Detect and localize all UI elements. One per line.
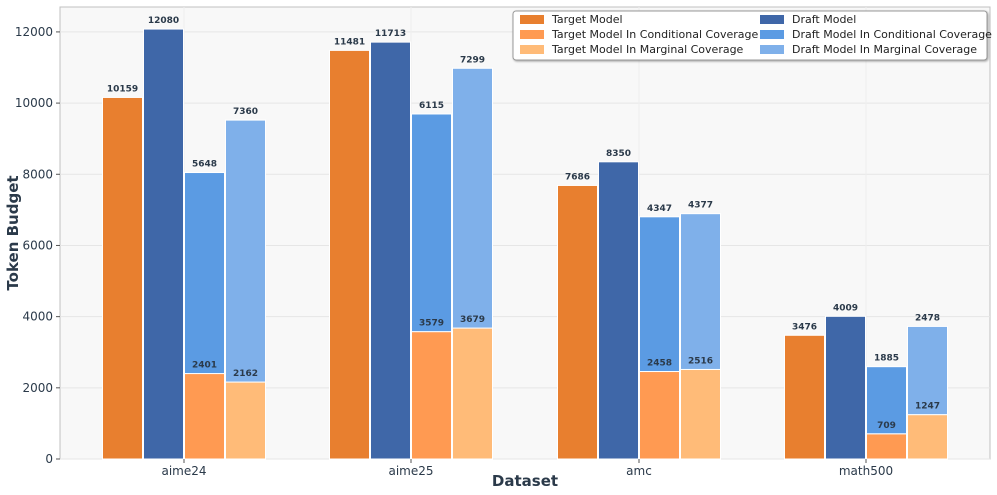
legend-label: Target Model In Marginal Coverage	[551, 43, 744, 56]
bar-label-target-model: 10159	[107, 84, 138, 94]
legend-swatch	[520, 30, 544, 39]
bar-label-draft-marginal: 2478	[915, 313, 940, 323]
x-axis-title: Dataset	[492, 472, 558, 490]
y-tick-label: 12000	[15, 25, 53, 39]
x-tick-label: aime24	[161, 464, 206, 478]
legend-swatch	[760, 30, 784, 39]
bar-label-target-marginal: 2162	[233, 369, 258, 379]
legend-item-draft-model: Draft Model	[760, 13, 856, 26]
legend-label: Target Model In Conditional Coverage	[551, 28, 758, 41]
bar-draft-model	[598, 161, 639, 460]
legend-item-draft-conditional: Draft Model In Conditional Coverage	[760, 28, 992, 41]
bar-target-model	[784, 334, 825, 460]
bar-label-target-model: 3476	[792, 322, 817, 332]
bar-target-model	[329, 49, 370, 460]
y-axis: 0 2000 4000 6000 8000 10000 12000	[15, 25, 60, 466]
bar-target-conditional	[639, 371, 680, 460]
y-tick-label: 6000	[22, 238, 53, 252]
bar-draft-model	[370, 41, 411, 460]
bar-draft-marginal	[452, 67, 493, 329]
y-tick-label: 8000	[22, 167, 53, 181]
legend-item-target-conditional: Target Model In Conditional Coverage	[520, 28, 758, 41]
y-tick-label: 4000	[22, 310, 53, 324]
bar-draft-conditional	[866, 366, 907, 435]
bar-target-marginal	[225, 381, 266, 460]
bar-draft-conditional	[411, 113, 452, 333]
bar-target-marginal	[452, 327, 493, 460]
legend-swatch	[760, 45, 784, 54]
bars	[102, 28, 948, 460]
legend-swatch	[760, 15, 784, 24]
bar-label-draft-marginal: 4377	[688, 201, 713, 211]
legend-label: Draft Model In Conditional Coverage	[792, 28, 992, 41]
legend-label: Draft Model	[792, 13, 856, 26]
bar-label-target-conditional: 709	[877, 421, 896, 431]
bar-draft-marginal	[225, 119, 266, 383]
x-axis: aime24 aime25 amc math500	[161, 459, 893, 478]
y-axis-title: Token Budget	[4, 175, 22, 290]
bar-label-draft-marginal: 7299	[460, 55, 485, 65]
bar-label-draft-model: 4009	[833, 303, 858, 313]
bar-label-target-marginal: 3679	[460, 315, 485, 325]
bar-target-conditional	[184, 373, 225, 460]
legend-label: Target Model	[551, 13, 623, 26]
legend-swatch	[520, 45, 544, 54]
bar-label-target-marginal: 2516	[688, 356, 713, 366]
x-tick-label: aime25	[388, 464, 433, 478]
bar-label-draft-conditional: 4347	[647, 204, 672, 214]
bar-draft-model	[143, 28, 184, 460]
legend-label: Draft Model In Marginal Coverage	[792, 43, 977, 56]
bar-labels: 10159 12080 2401 5648 2162 7360 11481 11713 3579…	[107, 16, 940, 431]
bar-label-draft-conditional: 1885	[874, 354, 899, 364]
bar-label-draft-model: 12080	[148, 16, 179, 26]
x-tick-label: amc	[626, 464, 652, 478]
legend-item-draft-marginal: Draft Model In Marginal Coverage	[760, 43, 977, 56]
bar-label-draft-model: 11713	[375, 29, 406, 39]
bar-draft-marginal	[680, 213, 721, 370]
bar-target-marginal	[907, 414, 948, 460]
bar-target-conditional	[411, 331, 452, 460]
bar-draft-marginal	[907, 325, 948, 416]
legend-swatch	[520, 15, 544, 24]
bar-target-marginal	[680, 368, 721, 460]
bar-label-target-model: 11481	[334, 37, 365, 47]
bar-label-target-conditional: 3579	[419, 319, 444, 329]
bar-label-draft-conditional: 6115	[419, 101, 444, 111]
bar-label-draft-model: 8350	[606, 149, 631, 159]
legend: Target Model Target Model In Conditional…	[512, 10, 992, 61]
x-tick-label: math500	[839, 464, 893, 478]
legend-item-target-model: Target Model	[520, 13, 623, 26]
bar-label-target-conditional: 2458	[647, 359, 672, 369]
bar-label-target-model: 7686	[565, 172, 590, 182]
legend-box	[512, 10, 988, 61]
y-tick-label: 10000	[15, 96, 53, 110]
bar-target-model	[557, 184, 598, 460]
bar-draft-model	[825, 315, 866, 460]
bar-target-conditional	[866, 433, 907, 460]
y-tick-label: 0	[45, 452, 53, 466]
bar-label-target-marginal: 1247	[915, 402, 940, 412]
y-tick-label: 2000	[22, 381, 53, 395]
bar-label-target-conditional: 2401	[192, 361, 217, 371]
legend-item-target-marginal: Target Model In Marginal Coverage	[520, 43, 744, 56]
bar-label-draft-conditional: 5648	[192, 160, 217, 170]
bar-draft-conditional	[639, 216, 680, 373]
bar-label-draft-marginal: 7360	[233, 107, 258, 117]
bar-draft-conditional	[184, 172, 225, 375]
bar-target-model	[102, 96, 143, 460]
